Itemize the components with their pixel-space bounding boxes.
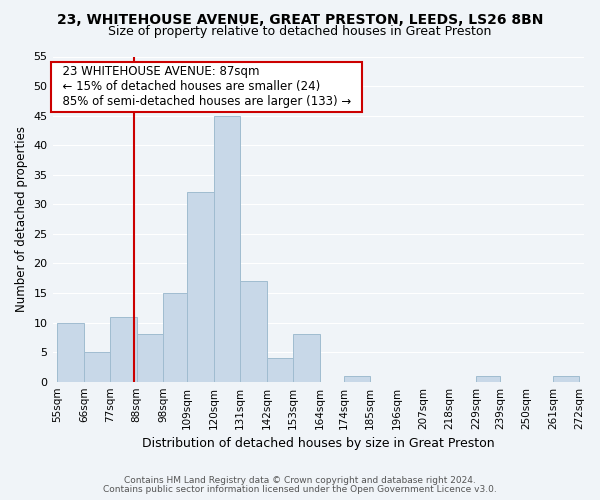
Bar — [476, 376, 500, 382]
Bar — [266, 358, 293, 382]
Y-axis label: Number of detached properties: Number of detached properties — [15, 126, 28, 312]
X-axis label: Distribution of detached houses by size in Great Preston: Distribution of detached houses by size … — [142, 437, 494, 450]
Text: Size of property relative to detached houses in Great Preston: Size of property relative to detached ho… — [109, 25, 491, 38]
Bar — [137, 334, 163, 382]
Text: 23 WHITEHOUSE AVENUE: 87sqm  
  ← 15% of detached houses are smaller (24)  
  85: 23 WHITEHOUSE AVENUE: 87sqm ← 15% of det… — [55, 66, 359, 108]
Bar — [187, 192, 214, 382]
Text: Contains HM Land Registry data © Crown copyright and database right 2024.: Contains HM Land Registry data © Crown c… — [124, 476, 476, 485]
Text: Contains public sector information licensed under the Open Government Licence v3: Contains public sector information licen… — [103, 485, 497, 494]
Bar — [110, 316, 137, 382]
Bar — [214, 116, 240, 382]
Bar — [58, 322, 84, 382]
Bar — [293, 334, 320, 382]
Bar — [553, 376, 580, 382]
Bar — [344, 376, 370, 382]
Bar — [240, 281, 266, 382]
Text: 23, WHITEHOUSE AVENUE, GREAT PRESTON, LEEDS, LS26 8BN: 23, WHITEHOUSE AVENUE, GREAT PRESTON, LE… — [57, 12, 543, 26]
Bar — [163, 293, 187, 382]
Bar — [84, 352, 110, 382]
